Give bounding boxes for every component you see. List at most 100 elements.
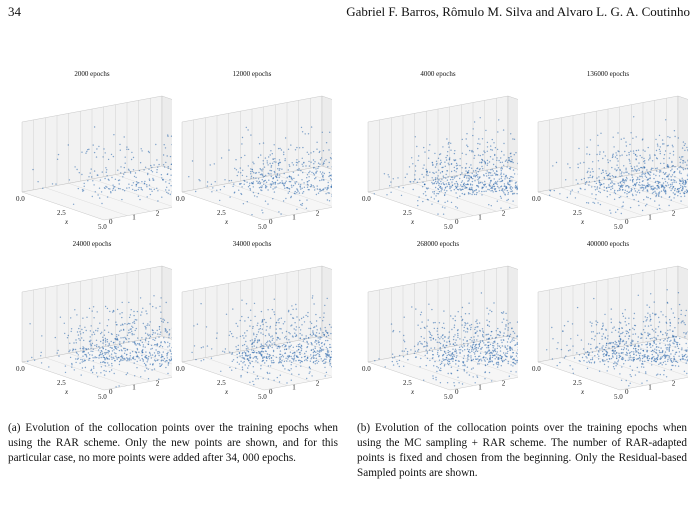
data-point — [144, 180, 146, 183]
data-point — [633, 198, 635, 201]
data-point — [478, 177, 480, 180]
data-point — [465, 153, 467, 156]
data-point — [637, 336, 639, 338]
data-point — [446, 382, 449, 384]
data-point — [634, 183, 636, 186]
data-point — [491, 185, 493, 187]
data-point — [642, 188, 645, 190]
data-point — [243, 337, 245, 339]
data-point — [426, 170, 428, 173]
data-point — [444, 364, 446, 366]
data-point — [278, 176, 280, 179]
data-point — [404, 176, 406, 179]
data-point — [98, 187, 101, 189]
data-point — [266, 371, 268, 374]
data-point — [475, 193, 478, 196]
data-point — [105, 171, 108, 173]
data-point — [320, 157, 323, 159]
data-point — [576, 352, 578, 354]
data-point — [162, 359, 164, 362]
data-point — [96, 148, 98, 150]
data-point — [79, 331, 81, 333]
data-point — [509, 341, 512, 343]
data-point — [642, 138, 644, 140]
t-tick-label: 1 — [292, 214, 296, 222]
data-point — [253, 371, 255, 373]
data-point — [116, 324, 118, 326]
data-point — [466, 177, 468, 179]
data-point — [88, 148, 90, 150]
data-point — [158, 350, 160, 353]
data-point — [489, 309, 491, 311]
data-point — [133, 310, 135, 313]
data-point — [135, 352, 138, 354]
data-point — [511, 347, 513, 349]
t-tick-label: 1 — [648, 214, 652, 222]
data-point — [633, 152, 635, 154]
data-point — [149, 335, 152, 338]
data-point — [288, 355, 291, 357]
data-point — [169, 193, 171, 196]
t-tick-label: 0 — [109, 218, 113, 226]
data-point — [82, 332, 85, 334]
data-point — [302, 165, 304, 167]
data-point — [285, 335, 287, 338]
data-point — [301, 157, 303, 159]
data-point — [99, 197, 101, 199]
data-point — [320, 189, 322, 192]
data-point — [604, 155, 606, 157]
data-point — [133, 333, 135, 336]
data-point — [437, 336, 439, 339]
data-point — [293, 357, 296, 359]
data-point — [317, 337, 319, 339]
data-point — [276, 376, 278, 379]
data-point — [436, 162, 438, 165]
data-point — [621, 189, 624, 191]
data-point — [682, 141, 685, 143]
data-point — [448, 340, 451, 342]
data-point — [472, 192, 474, 194]
data-point — [505, 358, 507, 361]
t-tick-label: 0 — [269, 218, 273, 226]
data-point — [458, 346, 461, 348]
data-point — [452, 360, 454, 362]
data-point — [290, 368, 292, 370]
data-point — [293, 351, 296, 354]
data-point — [676, 345, 679, 347]
data-point — [253, 172, 255, 174]
data-point — [487, 333, 490, 335]
data-point — [326, 332, 329, 335]
data-point — [516, 188, 518, 191]
data-point — [445, 156, 447, 159]
data-point — [466, 174, 468, 177]
data-point — [441, 188, 443, 191]
data-point — [514, 344, 516, 347]
x-axis-label: x — [64, 388, 69, 396]
x-tick-label: 5.0 — [444, 223, 453, 231]
data-point — [610, 212, 612, 214]
data-point — [249, 189, 252, 191]
data-point — [429, 336, 431, 339]
data-point — [494, 337, 497, 339]
data-point — [309, 170, 311, 172]
data-point — [481, 138, 484, 140]
data-point — [438, 169, 440, 171]
data-point — [456, 168, 458, 170]
scatter-panel-2: 12000 epochs 0.02.55.0x0123456t — [172, 70, 332, 240]
data-point — [155, 349, 157, 351]
data-point — [445, 177, 447, 179]
data-point — [666, 176, 668, 178]
data-point — [476, 330, 478, 332]
data-point — [141, 349, 143, 352]
data-point — [500, 189, 503, 191]
data-point — [498, 178, 500, 180]
data-point — [444, 351, 446, 353]
data-point — [674, 189, 676, 192]
data-point — [104, 337, 107, 340]
data-point — [622, 201, 624, 203]
data-point — [147, 368, 149, 370]
data-point — [71, 366, 73, 368]
data-point — [239, 335, 242, 337]
data-point — [269, 341, 272, 343]
data-point — [306, 359, 308, 362]
